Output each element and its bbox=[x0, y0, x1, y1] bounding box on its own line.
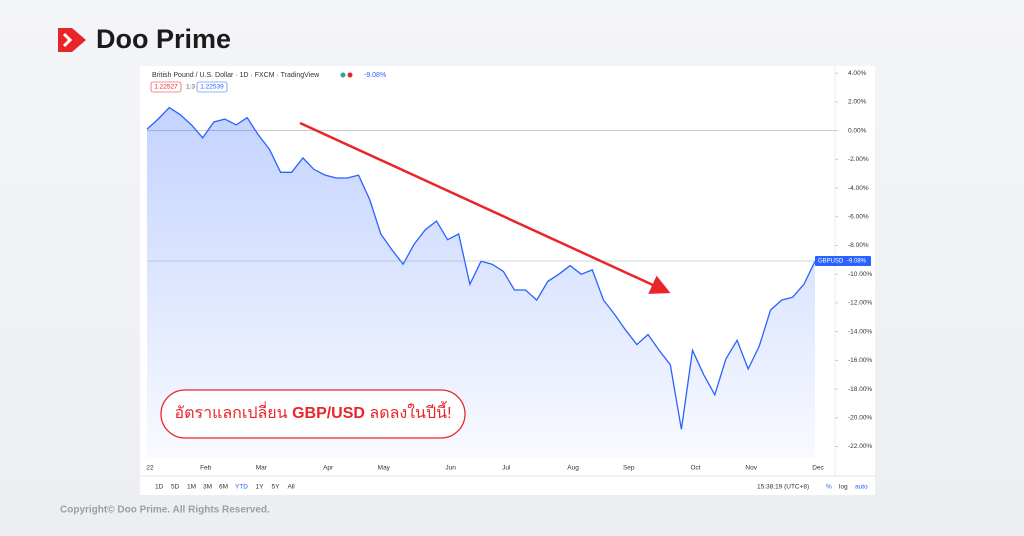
range-button[interactable]: 1Y bbox=[256, 484, 265, 491]
y-tick-label: -22.00% bbox=[848, 443, 872, 450]
area bbox=[147, 107, 815, 458]
bid: 1.22527 bbox=[154, 84, 178, 91]
toolbar: 1D 5D 1M 3M 6M YTD 1Y 5Y All 15:38:19 (UTC+8)% log… bbox=[155, 484, 868, 491]
x-tick-label: Jul bbox=[502, 465, 511, 472]
y-tick-label: -12.00% bbox=[848, 300, 872, 307]
range-button[interactable]: 5Y bbox=[272, 484, 281, 491]
line bbox=[146, 106, 816, 430]
change: -9.08% bbox=[364, 72, 386, 79]
y-tick-label: -20.00% bbox=[848, 415, 872, 422]
range-button[interactable]: 3M bbox=[203, 484, 212, 491]
price-tag-label: -9.08% bbox=[847, 259, 867, 265]
logo: Doo Prime bbox=[58, 24, 231, 54]
y-tick-label: -16.00% bbox=[848, 357, 872, 364]
y-tick-label: 2.00% bbox=[848, 99, 867, 106]
x-tick-label: Apr bbox=[323, 465, 334, 472]
ask: 1.22539 bbox=[200, 84, 224, 91]
x-tick-label: Dec bbox=[812, 465, 824, 472]
auto-toggle[interactable]: auto bbox=[855, 484, 868, 491]
x-tick-label: Nov bbox=[745, 465, 757, 472]
caption-box bbox=[160, 389, 466, 439]
y-tick-label: -14.00% bbox=[848, 328, 872, 335]
y-tick-label: 4.00% bbox=[848, 70, 867, 77]
y-tick-label: -2.00% bbox=[848, 156, 869, 163]
x-tick-label: Mar bbox=[256, 465, 268, 472]
y-tick-label: 0.00% bbox=[848, 127, 867, 134]
clock: 15:38:19 (UTC+8) bbox=[757, 484, 809, 491]
x-tick-label: Feb bbox=[200, 465, 212, 472]
spread: 1:3 bbox=[186, 84, 195, 91]
price-tag-symbol: GBPUSD bbox=[818, 259, 844, 265]
brand-name: Doo Prime bbox=[96, 24, 231, 54]
y-tick-label: -10.00% bbox=[848, 271, 872, 278]
range-button[interactable]: 1D bbox=[155, 484, 164, 491]
x-tick-label: Jun bbox=[445, 465, 456, 472]
x-tick-label: Aug bbox=[567, 465, 579, 472]
y-tick-label: -6.00% bbox=[848, 213, 869, 220]
symbol-title: British Pound / U.S. Dollar · 1D · FXCM … bbox=[152, 72, 320, 79]
range-button[interactable]: 6M bbox=[219, 484, 228, 491]
caption: อัตราแลกเปลี่ยน GBP/USD ลดลงในปีนี้! bbox=[174, 401, 451, 422]
x-tick-label: Sep bbox=[623, 465, 635, 472]
y-tick-label: -8.00% bbox=[848, 242, 869, 249]
range-button[interactable]: 1M bbox=[187, 484, 196, 491]
y-tick-label: -4.00% bbox=[848, 185, 869, 192]
log-toggle[interactable]: log bbox=[839, 484, 848, 491]
copyright: Copyright© Doo Prime. All Rights Reserve… bbox=[60, 505, 270, 516]
percent-toggle[interactable]: % bbox=[826, 484, 832, 491]
x-tick-label: Oct bbox=[690, 465, 700, 472]
trend-arrow bbox=[299, 121, 671, 294]
x-tick-label: 22 bbox=[146, 465, 154, 472]
range-button[interactable]: YTD bbox=[235, 484, 248, 491]
price-tag-bg bbox=[815, 255, 871, 266]
x-tick-label: May bbox=[378, 465, 391, 472]
y-tick-label: -18.00% bbox=[848, 386, 872, 393]
range-button[interactable]: 5D bbox=[171, 484, 180, 491]
plot: 4.00% 2.00% 0.00% -2.00% -4.00% -6.00% -8.00% -… bbox=[146, 66, 872, 476]
range-button[interactable]: All bbox=[288, 484, 296, 491]
